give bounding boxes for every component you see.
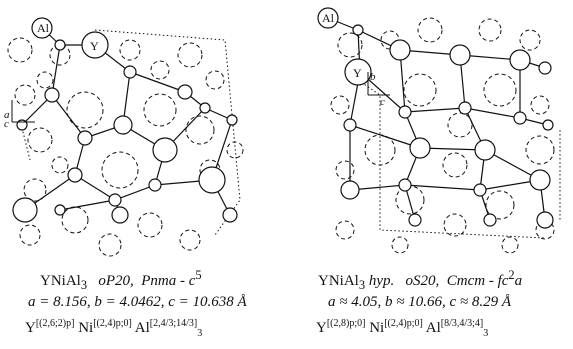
right-spacegroup-tail: a (514, 273, 523, 289)
right-atom-al (317, 7, 339, 29)
left-axis-a-label: a (4, 109, 10, 121)
right-formula-ni-sup: [(2,4)p;0] (384, 318, 423, 329)
right-pearson: oS20, (405, 273, 440, 289)
right-caption-line1: YNiAl3 hyp. oS20, Cmcm - fc2a (318, 268, 522, 293)
right-solid-atoms (317, 7, 554, 229)
left-formula-y-sup: [(2,6;2)p] (35, 318, 75, 329)
left-lattice: a = 8.156, b = 4.0462, c = 10.638 Å (28, 294, 247, 310)
left-formula-al: Al (134, 320, 150, 336)
right-lattice: a ≈ 4.05, b ≈ 10.66, c ≈ 8.29 Å (328, 294, 512, 310)
right-hyp: hyp. (368, 273, 395, 289)
right-axes (367, 72, 390, 96)
right-axis-c-label: c (380, 96, 385, 108)
right-axis-b-label: b (370, 71, 376, 83)
left-formula-ni: Ni (78, 320, 94, 336)
left-caption-line1: YNiAl3 oP20, Pnma - c5 (40, 268, 202, 293)
left-compound: YNiAl (40, 273, 81, 289)
left-compound-sub: 3 (80, 278, 88, 292)
right-compound: YNiAl (318, 273, 359, 289)
left-spacegroup-sup: 5 (195, 268, 202, 282)
left-formula-y: Y (25, 320, 36, 336)
left-pearson: oP20, (98, 273, 134, 289)
left-spacegroup: Pnma - c (141, 273, 196, 289)
right-formula-y-sup: [(2,8)p;0] (326, 318, 366, 329)
left-formula-al-sub: 3 (197, 328, 203, 339)
right-formula-al-sup: [8/3,4/3;4] (440, 318, 484, 329)
right-formula-al: Al (425, 320, 441, 336)
left-formula: Y[(2,6;2)p] Ni[(2,4)p;0] Al[2,4/3;14/3]3 (25, 318, 202, 339)
left-atom-al (31, 17, 53, 39)
right-spacegroup-sup: 2 (508, 268, 515, 282)
left-structure-diagram (7, 17, 244, 257)
left-axis-c-label: c (4, 118, 9, 130)
right-formula-al-sub: 3 (483, 328, 489, 339)
left-formula-al-sup: [2,4/3;14/3] (149, 318, 198, 329)
right-compound-sub: 3 (358, 278, 366, 292)
right-formula-ni: Ni (369, 320, 385, 336)
left-atom-y (81, 31, 109, 59)
right-formula-y: Y (316, 320, 327, 336)
right-structure-diagram (317, 7, 561, 254)
left-unit-cell (19, 29, 241, 236)
left-solid-atoms (12, 17, 238, 224)
right-label-y: Y (353, 66, 362, 80)
left-label-al: Al (37, 21, 50, 35)
right-formula: Y[(2,8)p;0] Ni[(2,4)p;0] Al[8/3,4/3;4]3 (316, 318, 488, 339)
right-label-al: Al (322, 11, 335, 25)
right-unit-cell (357, 79, 561, 239)
left-axes (11, 100, 35, 123)
left-formula-ni-sup: [(2,4)p;0] (93, 318, 132, 329)
left-label-y: Y (90, 39, 99, 53)
right-spacegroup: Cmcm - fc (446, 273, 509, 289)
right-atom-y (344, 58, 372, 86)
